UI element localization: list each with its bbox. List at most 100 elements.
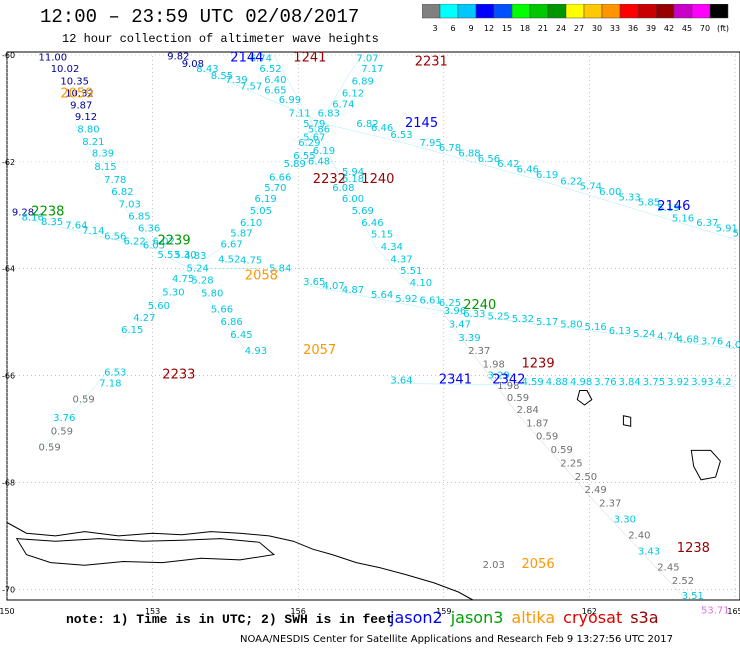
wave-height-label: 6.56 [104,231,126,242]
wave-height-label: 8.16 [22,213,44,224]
wave-height-label: 6.22 [124,237,146,248]
wave-height-label: 4.2 [716,377,732,388]
wave-height-label: 4.75 [240,255,262,266]
wave-height-label: 2.50 [575,472,597,483]
wave-height-label: 5.24 [633,329,655,340]
wave-height-label: 7.95 [420,138,442,149]
wave-height-label: 5.30 [162,287,184,298]
wave-height-label: 7.78 [104,175,126,186]
wave-height-label: 3.93 [691,377,713,388]
wave-height-label: 5.64 [371,290,393,301]
wave-height-label: 5.84 [269,263,291,274]
wave-height-label: 7.39 [225,75,247,86]
wave-height-label: 6.74 [250,53,272,64]
wave-height-label: 6.05 [143,240,165,251]
wave-height-label: 8.35 [41,217,63,228]
satellite-track [443,313,687,601]
wave-height-label: 5.16 [585,322,607,333]
credit-footer: NOAA/NESDIS Center for Satellite Applica… [240,634,673,645]
wave-height-label: 8.39 [92,149,114,160]
latitude-tick-label: -66 [2,372,15,381]
pass-id-label: 1241 [293,50,326,65]
coastline [15,538,276,566]
scale-label: 18 [520,24,530,33]
scale-swatch [709,4,729,19]
scale-label: 42 [664,24,674,33]
wave-height-label: 3.51 [682,591,704,602]
wave-height-label: 5.94 [342,167,364,178]
pass-id-label: 2056 [522,557,555,572]
wave-height-label: 4.27 [133,313,155,324]
pass-labels: 2144 1241 2231 2059 2145 2232 1240 2146 2238 2239… [31,50,710,572]
wave-height-label: 3.65 [303,277,325,288]
longitude-tick-label: 162 [582,607,597,616]
wave-height-label: 5.80 [201,289,223,300]
wave-height-label: 9.08 [182,59,204,70]
wave-height-label: 5.92 [395,294,417,305]
wave-height-label: 6.55 [293,151,315,162]
wave-height-label: 2.84 [517,405,539,416]
wave-height-label: 5.91 [716,223,738,234]
wave-height-label: 5.05 [250,206,272,217]
scale-swatch [673,4,693,19]
wave-height-label: 6.46 [361,218,383,229]
latitude-tick-label: -62 [2,158,15,167]
scale-swatch [511,4,531,19]
scale-label: 21 [538,24,548,33]
wave-height-label: 6.85 [128,212,150,223]
wave-height-label: 4.88 [546,377,568,388]
wave-height-label: 3.39 [458,333,480,344]
wave-height-label: 4.93 [245,346,267,357]
legend-cryosat: cryosat [563,608,623,627]
scale-label: 45 [682,24,692,33]
wave-height-label: 53.71 [701,605,730,616]
wave-height-label: 6.52 [259,64,281,75]
wave-height-label: 5.28 [191,276,213,287]
pass-id-label: 1240 [361,172,394,187]
pass-id-label: 2341 [439,373,472,388]
scale-label: (ft) [717,24,729,33]
wave-height-label: 6.19 [255,194,277,205]
wave-height-label: 3.76 [594,377,616,388]
wave-height-label: 6.08 [332,183,354,194]
axis-labels: 150 153 156 159 162 165 -60 -62 -64 -66 -68 -70 [0,51,740,616]
wave-height-label: 9.12 [75,112,97,123]
wave-height-label: 6.29 [298,138,320,149]
longitude-tick-label: 156 [291,607,306,616]
wave-height-label: 5.85 [638,198,660,209]
scale-label: 27 [574,24,584,33]
wave-height-label: 0.59 [73,394,95,405]
scale-swatch [655,4,675,19]
wave-height-label: 10.02 [51,64,80,75]
wave-height-label: 6.53 [390,130,412,141]
wave-height-label: 2.03 [483,560,505,571]
wave-height-label: 4.59 [522,377,544,388]
scale-label: 24 [556,24,566,33]
wave-height-label: 6.88 [458,149,480,160]
legend-s3a: s3a [630,608,659,627]
wave-height-label: 7.03 [119,199,141,210]
wave-height-label: 6.65 [264,86,286,97]
wave-height-label: 8.15 [94,162,116,173]
pass-id-label: 2233 [162,367,195,382]
wave-height-label: 2.37 [468,346,490,357]
pass-id-label: 2232 [313,172,346,187]
wave-height-label: 4.75 [172,274,194,285]
satellite-track [303,284,736,350]
wave-height-label: 3.92 [667,377,689,388]
wave-height-label: 6.02 [153,237,175,248]
pass-id-label: 2146 [657,199,690,214]
wave-height-label: 4.37 [390,254,412,265]
wave-height-label: 4.74 [657,331,679,342]
wave-height-label: 8.43 [196,64,218,75]
map-frame [6,51,740,601]
longitude-tick-label: 165 [727,607,740,616]
wave-height-label: 5.85 [733,229,740,240]
wave-height-label: 6.82 [111,187,133,198]
wave-height-label: 5.51 [400,266,422,277]
wave-height-label: 6.00 [599,187,621,198]
wave-height-label: 8.80 [77,125,99,136]
wave-height-label: 9.28 [12,207,34,218]
wave-height-label: 3.47 [449,320,471,331]
wave-height-label: 6.99 [279,95,301,106]
